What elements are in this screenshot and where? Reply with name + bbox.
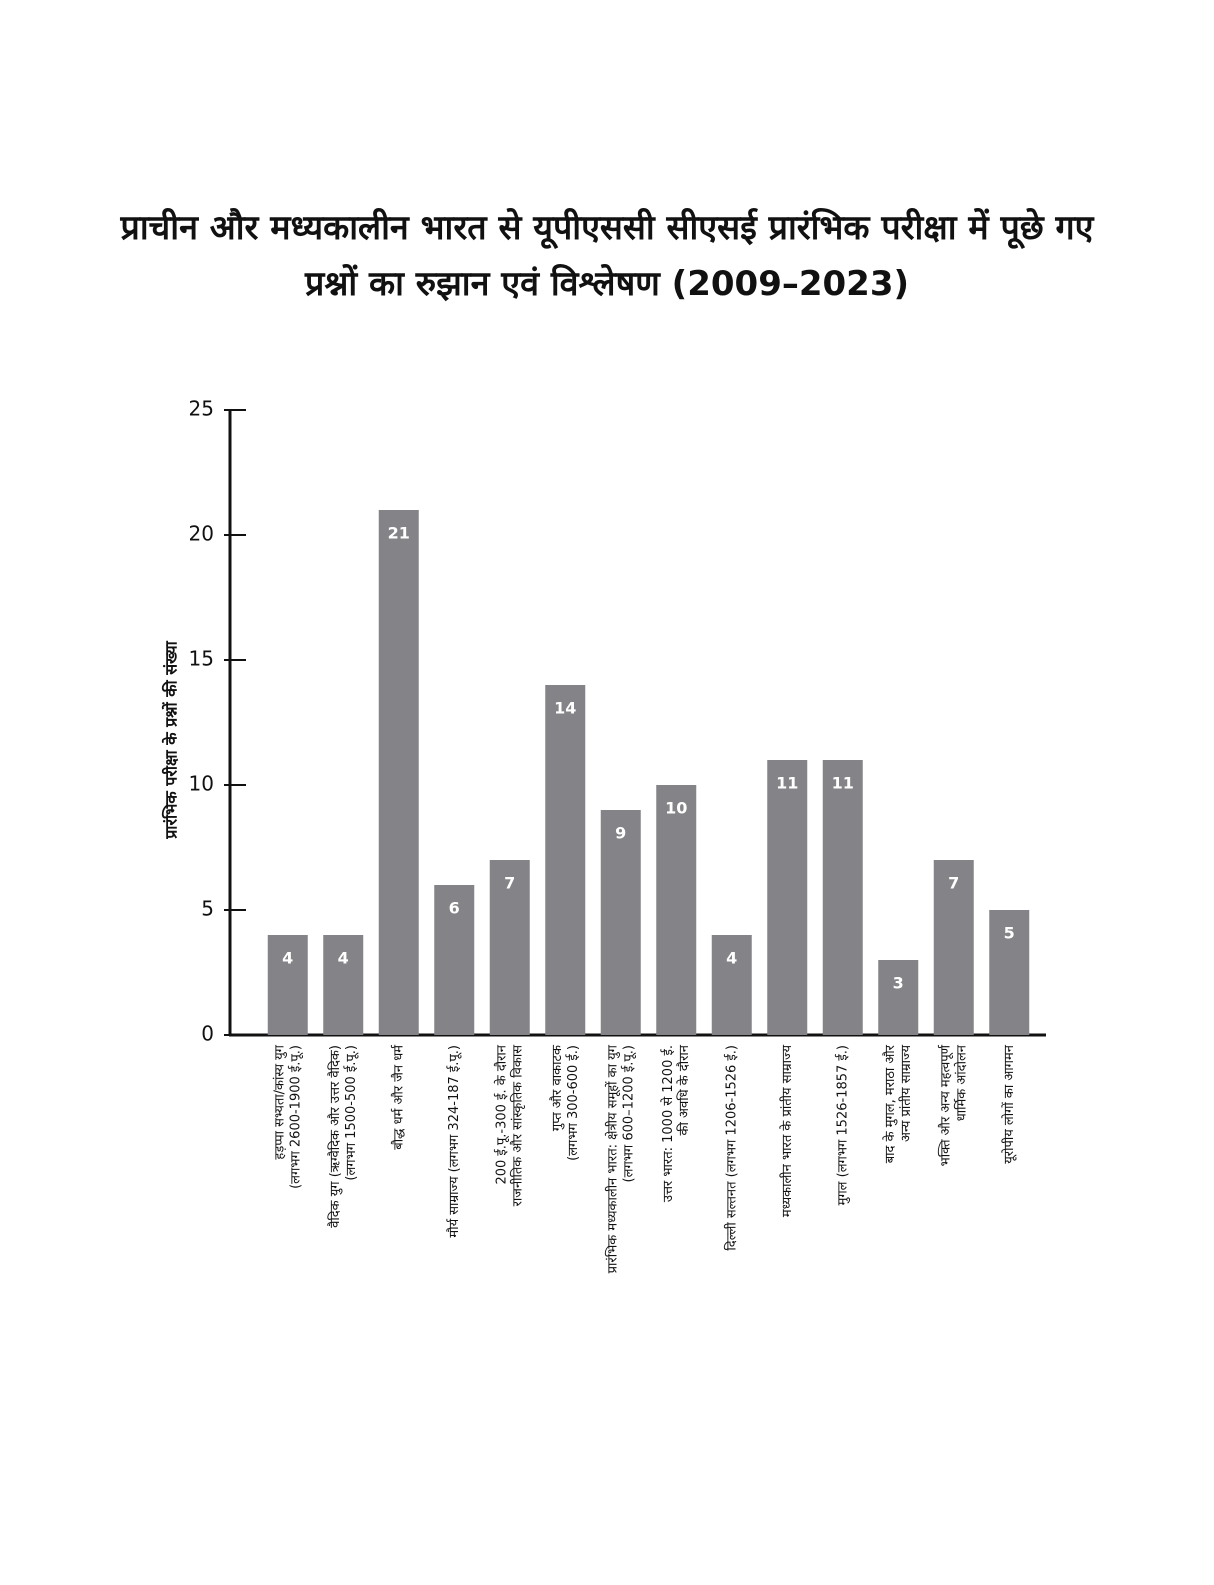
bar	[600, 810, 641, 1035]
x-tick-label: (लगभग 1500-500 ई.पू.)	[343, 1045, 359, 1181]
x-tick-label: धार्मिक आंदोलन	[953, 1044, 969, 1121]
x-tick-label: उत्तर भारत: 1000 से 1200 ई.	[660, 1045, 676, 1202]
bar	[656, 785, 697, 1035]
bar	[933, 860, 974, 1035]
x-tick-label: 200 ई.पू.-300 ई. के दौरान	[493, 1044, 509, 1184]
y-tick-label: 0	[201, 1022, 214, 1046]
x-tick-label: राजनीतिक और सांस्कृतिक विकास	[509, 1045, 525, 1207]
chart-title: प्राचीन और मध्यकालीन भारत से यूपीएससी सी…	[120, 208, 1094, 304]
x-tick-label: हड़प्पा सभ्यता/कांस्य युग	[272, 1044, 287, 1159]
value-label: 11	[776, 774, 798, 793]
x-tick-label: वैदिक युग (ऋग्वैदिक और उत्तर वैदिक)	[327, 1045, 343, 1228]
value-label: 21	[388, 524, 410, 543]
x-tick-label: (लगभग 300-600 ई.)	[565, 1045, 581, 1161]
x-tick-label: मध्यकालीन भारत के प्रांतीय साम्राज्य	[779, 1045, 795, 1218]
y-tick-label: 25	[189, 397, 214, 421]
x-tick-label: की अवधि के दौरान	[676, 1044, 692, 1135]
value-label: 5	[1004, 924, 1015, 943]
x-tick-label: मुगल (लगभग 1526-1857 ई.)	[834, 1045, 850, 1205]
x-tick-label: बाद के मुगल, मराठा और	[882, 1044, 898, 1163]
x-tick-label: अन्य प्रांतीय साम्राज्य	[898, 1045, 914, 1142]
value-label: 7	[504, 874, 515, 893]
value-label: 3	[893, 974, 904, 993]
x-tick-label: प्रारंभिक मध्यकालीन भारत: क्षेत्रीय समूह…	[604, 1044, 620, 1273]
bar	[878, 960, 919, 1035]
bar	[989, 910, 1030, 1035]
value-label: 4	[282, 949, 293, 968]
value-label: 6	[449, 899, 460, 918]
x-tick-label: (लगभग 600–1200 ई.पू.)	[620, 1045, 636, 1182]
value-label: 7	[948, 874, 959, 893]
x-tick-label: गुप्त और वाकाटक	[549, 1044, 565, 1131]
bar	[323, 935, 364, 1035]
y-tick-label: 10	[189, 772, 214, 796]
y-tick-label: 5	[201, 897, 214, 921]
x-tick-label: मौर्य साम्राज्य (लगभग 324-187 ई.पू.)	[446, 1045, 462, 1238]
bar	[267, 935, 308, 1035]
bar	[767, 760, 808, 1035]
x-tick-label: भक्ति और अन्य महत्वपूर्ण	[937, 1044, 953, 1166]
value-label: 9	[615, 824, 626, 843]
y-axis-label: प्रारंभिक परीक्षा के प्रश्नों की संख्या	[162, 640, 181, 839]
bar	[489, 860, 530, 1035]
value-label: 4	[338, 949, 349, 968]
x-tick-label: बौद्ध धर्म और जैन धर्म	[390, 1044, 406, 1150]
value-label: 10	[665, 799, 687, 818]
value-label: 14	[554, 699, 576, 718]
bar	[378, 510, 419, 1035]
value-label: 4	[726, 949, 737, 968]
bar	[711, 935, 752, 1035]
bar	[545, 685, 586, 1035]
y-tick-label: 20	[189, 522, 214, 546]
x-tick-label: यूरोपीय लोगों का आगमन	[1001, 1044, 1017, 1164]
x-tick-label: (लगभग 2600-1900 ई.पू.)	[287, 1045, 303, 1189]
value-label: 11	[832, 774, 854, 793]
bar	[822, 760, 863, 1035]
y-tick-label: 15	[189, 647, 214, 671]
x-tick-label: दिल्ली सल्तनत (लगभग 1206-1526 ई.)	[723, 1045, 739, 1251]
bar	[434, 885, 475, 1035]
